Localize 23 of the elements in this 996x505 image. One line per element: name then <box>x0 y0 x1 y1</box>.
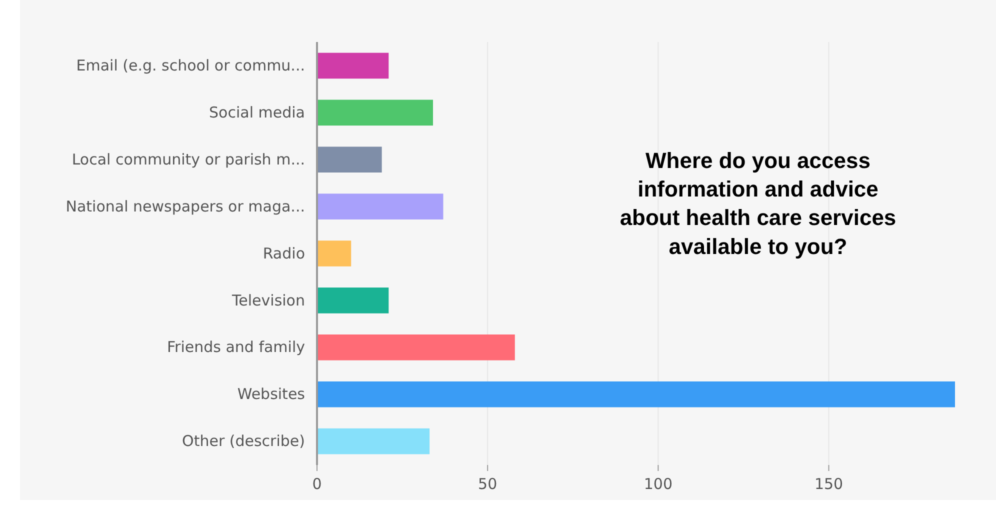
y-tick-label: Websites <box>237 385 306 404</box>
bar <box>317 240 352 266</box>
y-tick-label: Local community or parish m... <box>72 150 305 168</box>
x-tick-label: 50 <box>478 475 498 493</box>
bar <box>317 428 430 454</box>
bar <box>317 334 515 360</box>
bar <box>317 288 389 314</box>
bar <box>317 100 433 126</box>
y-tick-label: Radio <box>262 244 305 262</box>
bar <box>317 146 382 173</box>
y-tick-label: Email (e.g. school or commu... <box>76 56 305 75</box>
y-tick-label: Social media <box>209 103 305 122</box>
text: Where do you access information and advice about health care services available to you? <box>620 148 896 259</box>
bar <box>317 52 389 79</box>
x-tick-label: 150 <box>814 475 844 493</box>
y-tick-label: National newspapers or maga... <box>66 197 305 216</box>
bar <box>317 381 955 408</box>
bar <box>317 194 444 220</box>
y-tick-label: Other (describe) <box>182 432 305 450</box>
y-tick-label: Friends and family <box>167 338 306 356</box>
x-tick-label: 0 <box>312 475 322 493</box>
x-tick-label: 100 <box>644 475 672 493</box>
y-tick-label: Television <box>231 291 305 310</box>
